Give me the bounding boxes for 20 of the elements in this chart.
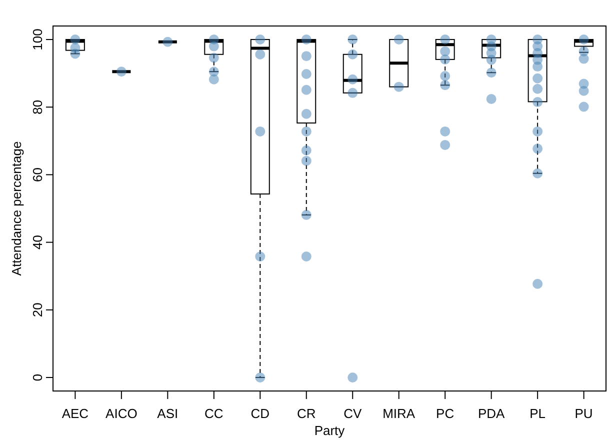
x-tick-label: AEC — [62, 406, 89, 421]
x-tick-label: CC — [204, 406, 224, 421]
x-axis-title: Party — [314, 423, 346, 438]
x-tick-label: CD — [250, 406, 270, 421]
x-tick-label: CR — [296, 406, 316, 421]
x-tick-label: PDA — [478, 406, 506, 421]
x-tick-label: CV — [344, 406, 362, 421]
y-tick-label: 80 — [30, 100, 44, 114]
y-axis-title: Attendance percentage — [8, 141, 24, 276]
y-tick-label: 20 — [30, 302, 44, 318]
x-tick-label: PL — [530, 406, 546, 421]
x-tick-label: ASI — [157, 406, 178, 421]
y-tick-label: 0 — [30, 374, 44, 382]
x-tick-label: MIRA — [382, 406, 416, 421]
x-tick-label: AICO — [106, 406, 138, 421]
y-tick-label: 40 — [30, 235, 44, 250]
y-tick-label: 60 — [30, 167, 44, 182]
x-tick-label: PU — [574, 406, 593, 421]
x-tick-label: PC — [436, 406, 454, 421]
y-tick-label: 100 — [30, 28, 44, 50]
